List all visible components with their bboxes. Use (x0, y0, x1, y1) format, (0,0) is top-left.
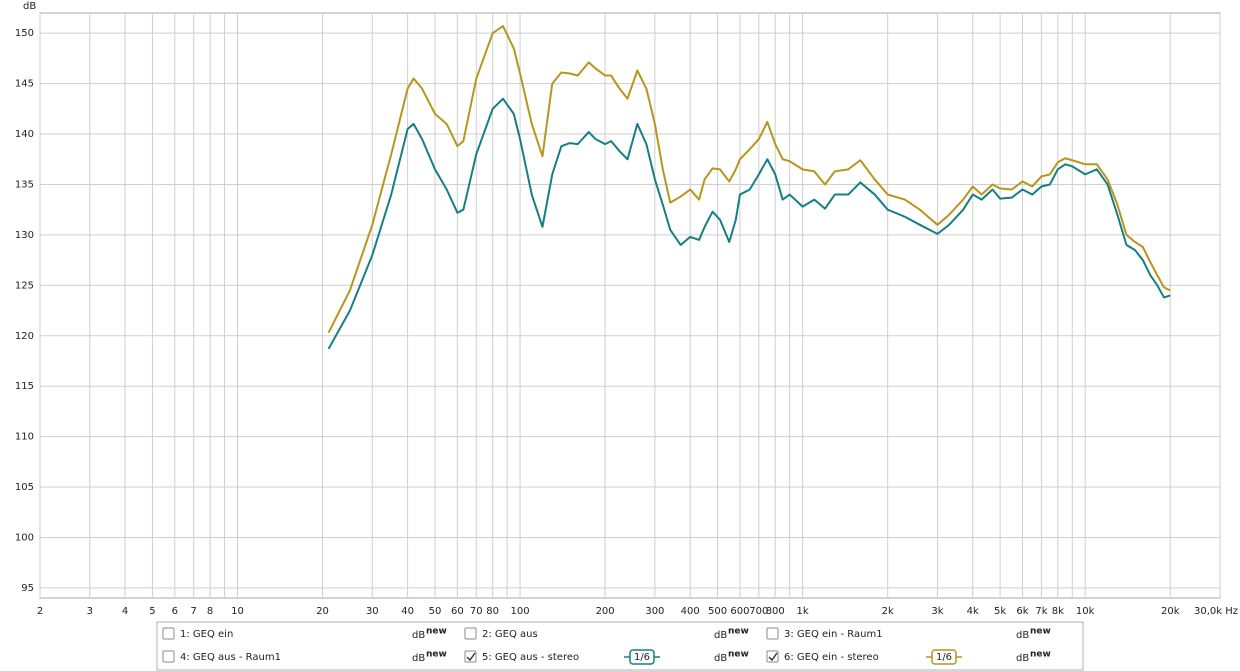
x-tick-label: 500 (708, 606, 727, 617)
x-tick-label: 4 (122, 606, 128, 617)
legend-label: 4: GEQ aus - Raum1 (180, 652, 281, 663)
x-tick-label: 3 (87, 606, 93, 617)
checkbox (766, 627, 779, 640)
x-tick-label: 40 (401, 606, 414, 617)
x-tick-label: 1k (797, 606, 809, 617)
y-tick-label: 130 (15, 230, 34, 241)
x-tick-label: 6 (172, 606, 178, 617)
lines (327, 25, 1171, 350)
legend-label: 2: GEQ aus (482, 629, 538, 640)
x-tick-label: 80 (486, 606, 499, 617)
smoothing-label: 1/6 (634, 652, 650, 663)
x-tick-label: 60 (451, 606, 464, 617)
y-tick-label: 145 (15, 79, 34, 90)
legend-items: 1: GEQ ein dB new 2: GEQ aus dB new 3: GEQ ein… (162, 627, 1051, 665)
smoothing-box (629, 649, 655, 665)
legend (156, 621, 1084, 671)
y-tick-label: 140 (15, 129, 34, 140)
y-axis-label: dB (23, 1, 36, 12)
x-tick-label: 7k (1035, 606, 1047, 617)
x-tick-label: 400 (681, 606, 700, 617)
y-tick-label: 105 (15, 482, 34, 493)
x-tick-label: 6k (1016, 606, 1028, 617)
checkbox (766, 650, 779, 663)
x-tick-label: 10k (1076, 606, 1095, 617)
x-tick-label: 30,0k Hz (1194, 606, 1238, 617)
x-tick-label: 70 (470, 606, 483, 617)
x-tick-label: 50 (429, 606, 442, 617)
x-tick-label: 300 (645, 606, 664, 617)
legend-tag-sup: new (426, 650, 447, 660)
x-tick-label: 20 (316, 606, 329, 617)
y-tick-label: 100 (15, 532, 34, 543)
x-tick-label: 600 (730, 606, 749, 617)
legend-tag-sup: new (728, 627, 749, 637)
x-tick-label: 5k (994, 606, 1006, 617)
y-tick-label: 125 (15, 280, 34, 291)
x-tick-label: 2 (37, 606, 43, 617)
legend-tag: dB (714, 653, 727, 664)
legend-tag: dB (714, 630, 727, 641)
legend-label: 3: GEQ ein - Raum1 (784, 629, 883, 640)
legend-tag: dB (412, 653, 425, 664)
legend-tag: dB (1016, 653, 1029, 664)
x-tick-label: 8k (1052, 606, 1064, 617)
y-tick-label: 150 (15, 28, 34, 39)
y-tick-label: 95 (21, 583, 34, 594)
plot-area (39, 12, 1221, 599)
checkbox (464, 627, 477, 640)
smoothing-label: 1/6 (936, 652, 952, 663)
y-tick-label: 115 (15, 381, 34, 392)
legend-tag-sup: new (1030, 627, 1051, 637)
x-tick-label: 8 (207, 606, 213, 617)
y-tick-label: 110 (15, 432, 34, 443)
checkbox (162, 650, 175, 663)
y-tick-label: 135 (15, 179, 34, 190)
legend-tag-sup: new (728, 650, 749, 660)
checkmark (466, 652, 476, 662)
smoothing-box (931, 649, 957, 665)
x-tick-label: 5 (149, 606, 155, 617)
x-tick-label: 10 (231, 606, 244, 617)
x-tick-label: 700 (749, 606, 768, 617)
x-tick-label: 20k (1161, 606, 1180, 617)
checkbox (464, 650, 477, 663)
legend-label: 6: GEQ ein - stereo (784, 652, 879, 663)
legend-tag-sup: new (1030, 650, 1051, 660)
x-tick-label: 30 (366, 606, 379, 617)
x-tick-label: 4k (967, 606, 979, 617)
checkmark (768, 652, 778, 662)
legend-tag: dB (412, 630, 425, 641)
series-line (327, 25, 1171, 334)
legend-tag-sup: new (426, 627, 447, 637)
x-tick-label: 3k (931, 606, 943, 617)
y-tick-label: 120 (15, 331, 34, 342)
x-tick-label: 2k (882, 606, 894, 617)
x-tick-label: 800 (766, 606, 785, 617)
legend-tag: dB (1016, 630, 1029, 641)
x-tick-label: 7 (191, 606, 197, 617)
checkbox (162, 627, 175, 640)
x-tick-label: 200 (596, 606, 615, 617)
grid: 95 100 105 110 115 120 125 130 135 140 145 150 2 3 4 5 6… (15, 13, 1238, 617)
legend-label: 1: GEQ ein (180, 629, 233, 640)
x-tick-label: 100 (511, 606, 530, 617)
series-line (327, 97, 1171, 350)
legend-label: 5: GEQ aus - stereo (482, 652, 579, 663)
